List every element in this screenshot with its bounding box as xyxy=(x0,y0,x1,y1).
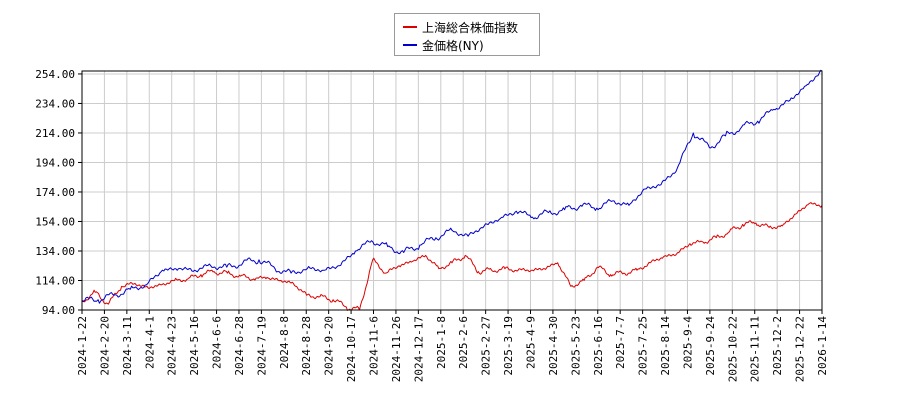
x-tick-label: 2025-7-25 xyxy=(637,316,650,376)
y-tick-label: 134.00 xyxy=(35,245,75,258)
legend-label-shanghai: 上海総合株価指数 xyxy=(422,20,519,35)
x-tick-label: 2024-12-17 xyxy=(412,316,425,382)
x-tick-label: 2024-10-17 xyxy=(345,316,358,382)
legend: 上海総合株価指数 金価格(NY) xyxy=(394,13,540,56)
x-tick-label: 2024-11-26 xyxy=(390,316,403,382)
x-tick-label: 2024-3-11 xyxy=(121,316,134,376)
y-tick-label: 154.00 xyxy=(35,215,75,228)
y-tick-label: 214.00 xyxy=(35,127,75,140)
y-axis-ticks: 94.00 114.00 134.00 154.00 174.00 194.00 214.0… xyxy=(35,68,82,317)
x-tick-label: 2024-8-8 xyxy=(278,316,291,369)
grid-lines xyxy=(81,71,823,311)
x-tick-label: 2025-4-30 xyxy=(547,316,560,376)
y-tick-label: 174.00 xyxy=(35,186,75,199)
x-tick-label: 2025-2-27 xyxy=(480,316,493,376)
series-line-gold xyxy=(81,69,823,304)
x-tick-label: 2024-5-16 xyxy=(188,316,201,376)
x-tick-label: 2024-8-28 xyxy=(300,316,313,376)
y-tick-label: 114.00 xyxy=(35,274,75,287)
x-tick-label: 2024-9-20 xyxy=(323,316,336,376)
legend-item-shanghai: 上海総合株価指数 xyxy=(403,18,518,36)
y-tick-label: 234.00 xyxy=(35,97,75,110)
x-tick-label: 2025-8-14 xyxy=(659,316,672,376)
x-tick-label: 2024-6-28 xyxy=(233,316,246,376)
legend-item-gold: 金価格(NY) xyxy=(403,36,484,54)
x-tick-label: 2026-1-14 xyxy=(816,316,829,376)
x-axis-ticks: 2024-1-22 2024-2-20 2024-3-11 2024-4-1 2024-… xyxy=(76,310,829,382)
legend-label-gold: 金価格(NY) xyxy=(422,38,484,53)
series-line-shanghai xyxy=(81,202,823,311)
x-tick-label: 2025-1-8 xyxy=(435,316,448,369)
x-tick-label: 2025-2-6 xyxy=(457,316,470,369)
y-tick-label: 94.00 xyxy=(42,304,75,317)
x-tick-label: 2025-11-11 xyxy=(749,316,762,382)
x-tick-label: 2025-10-22 xyxy=(726,316,739,382)
x-tick-label: 2024-6-6 xyxy=(211,316,224,369)
x-tick-label: 2025-4-9 xyxy=(524,316,537,369)
x-tick-label: 2025-9-4 xyxy=(681,316,694,369)
x-tick-label: 2024-4-23 xyxy=(166,316,179,376)
x-tick-label: 2025-12-22 xyxy=(794,316,807,382)
y-tick-label: 254.00 xyxy=(35,68,75,81)
legend-swatch-gold xyxy=(403,44,417,46)
x-tick-label: 2025-5-23 xyxy=(569,316,582,376)
x-tick-label: 2024-2-20 xyxy=(98,316,111,376)
legend-swatch-shanghai xyxy=(403,26,417,28)
x-tick-label: 2025-6-16 xyxy=(592,316,605,376)
x-tick-label: 2025-9-24 xyxy=(704,316,717,376)
y-tick-label: 194.00 xyxy=(35,156,75,169)
x-tick-label: 2024-1-22 xyxy=(76,316,89,376)
x-tick-label: 2025-3-19 xyxy=(502,316,515,376)
x-tick-label: 2024-11-6 xyxy=(368,316,381,376)
x-tick-label: 2025-12-2 xyxy=(771,316,784,376)
plot-series xyxy=(81,69,823,311)
x-tick-label: 2025-7-7 xyxy=(614,316,627,369)
x-tick-label: 2024-7-19 xyxy=(255,316,268,376)
x-tick-label: 2024-4-1 xyxy=(143,316,156,369)
plot-frame xyxy=(81,70,823,311)
